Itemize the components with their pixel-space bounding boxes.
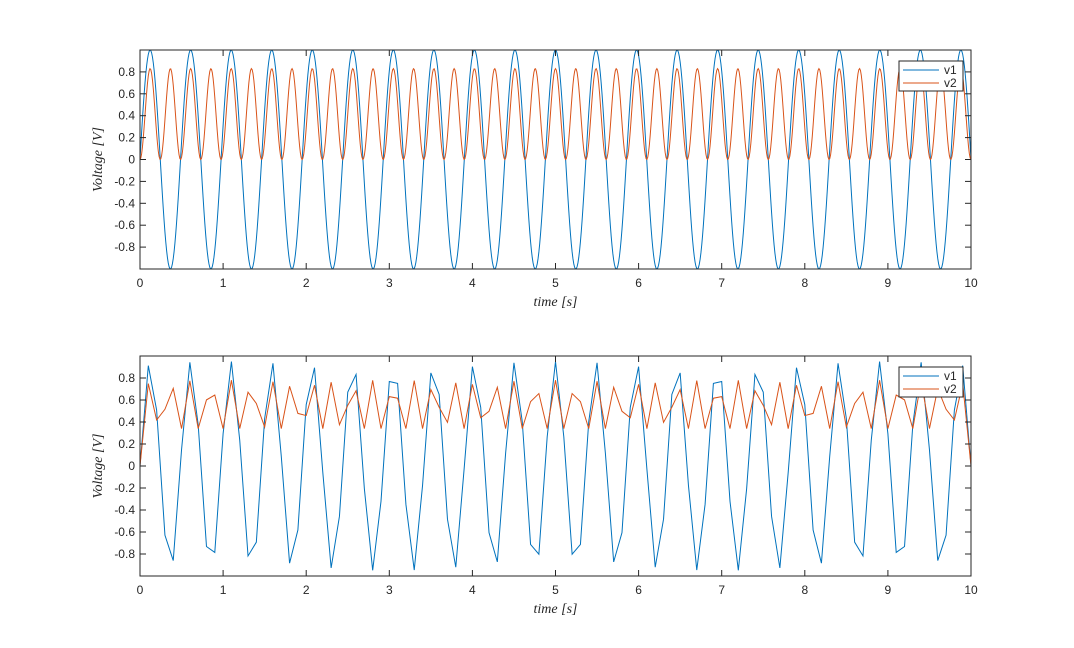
x-tick-label: 6 [635, 276, 642, 290]
x-axis-label: time [s] [534, 295, 578, 310]
x-tick-label: 5 [552, 276, 559, 290]
y-tick-label: 0 [128, 459, 135, 473]
plot-area [140, 50, 971, 269]
x-tick-label: 4 [469, 276, 476, 290]
y-tick-label: 0.8 [118, 65, 135, 79]
x-tick-label: 8 [801, 276, 808, 290]
x-axis-label: time [s] [534, 602, 578, 617]
x-tick-label: 10 [964, 583, 978, 597]
y-axis-label: Voltage [V] [91, 434, 106, 499]
x-tick-label: 3 [386, 583, 393, 597]
x-tick-label: 6 [635, 583, 642, 597]
y-tick-label: -0.2 [114, 481, 135, 495]
y-tick-label: -0.6 [114, 525, 135, 539]
y-tick-label: 0.4 [118, 415, 135, 429]
x-tick-label: 9 [885, 583, 892, 597]
legend-label-v2: v2 [944, 382, 957, 396]
x-tick-label: 0 [137, 583, 144, 597]
legend-label-v1: v1 [944, 369, 957, 383]
x-tick-label: 9 [885, 276, 892, 290]
x-tick-label: 0 [137, 276, 144, 290]
y-tick-label: 0.2 [118, 131, 135, 145]
bottom-subplot: 0 1 2 3 4 5 6 7 8 9 10 -0.8 -0.6 -0.4 -0.2 0 0.2 0.4 0.6 0.… [91, 355, 978, 617]
y-tick-label: 0.2 [118, 437, 135, 451]
series-lines [140, 50, 971, 269]
x-tick-label: 7 [718, 276, 725, 290]
x-tick-label: 10 [964, 276, 978, 290]
x-tick-label: 7 [718, 583, 725, 597]
y-tick-label: -0.2 [114, 174, 135, 188]
y-tick-label: -0.4 [114, 503, 135, 517]
y-tick-label: -0.4 [114, 196, 135, 210]
series-line-v2 [140, 380, 971, 467]
y-tick-label: 0.8 [118, 371, 135, 385]
y-tick-label: -0.8 [114, 240, 135, 254]
x-tick-label: 8 [801, 583, 808, 597]
y-tick-label: 0.6 [118, 393, 135, 407]
y-axis-label: Voltage [V] [91, 127, 106, 192]
legend-box [898, 366, 964, 398]
y-tick-label: 0.4 [118, 109, 135, 123]
top-subplot: 0 1 2 3 4 5 6 7 8 9 10 -0.8 -0.6 -0.4 -0.2 0 0.2 0.4 0.6 0.… [91, 49, 978, 310]
x-tick-label: 5 [552, 583, 559, 597]
y-tick-label: -0.8 [114, 547, 135, 561]
legend-label-v2: v2 [944, 76, 957, 90]
y-tick-label: 0 [128, 153, 135, 167]
x-tick-label: 1 [220, 583, 227, 597]
x-tick-label: 2 [303, 583, 310, 597]
y-tick-label: 0.6 [118, 87, 135, 101]
legend-box [898, 60, 964, 92]
legend-label-v1: v1 [944, 63, 957, 77]
plot-area [140, 356, 971, 576]
x-tick-label: 4 [469, 583, 476, 597]
x-tick-label: 2 [303, 276, 310, 290]
series-line-v1 [140, 50, 971, 269]
x-tick-label: 3 [386, 276, 393, 290]
series-line-v2 [140, 67, 971, 161]
x-tick-label: 1 [220, 276, 227, 290]
y-tick-label: -0.6 [114, 218, 135, 232]
